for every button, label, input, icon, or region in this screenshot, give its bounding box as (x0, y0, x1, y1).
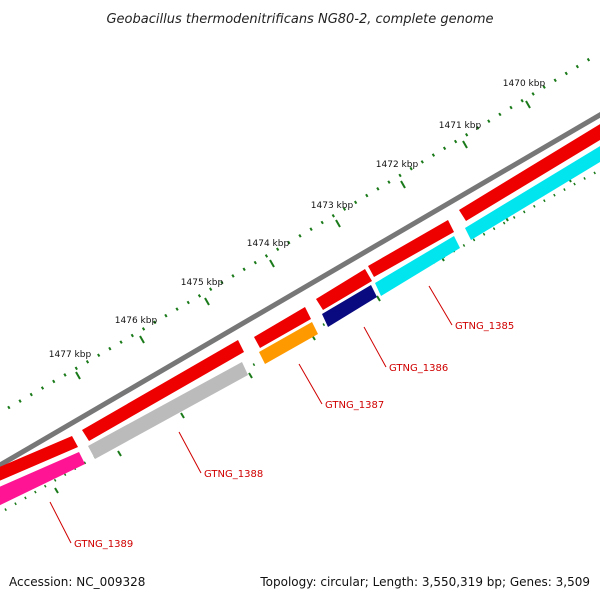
leader-gtng-1385 (428, 285, 453, 326)
kbp-label: 1476 kbp (115, 316, 158, 326)
genome-backbone (0, 112, 600, 468)
major-tick (75, 371, 81, 380)
gene-label-gtng-1388[interactable]: GTNG_1388 (204, 469, 263, 480)
cds-track (0, 118, 600, 485)
leader-gtng-1388 (178, 431, 202, 474)
ruler-ticks (7, 53, 597, 410)
gene-gtng-1386[interactable] (322, 285, 377, 327)
minor-ticks (7, 53, 597, 410)
genome-summary-text: Topology: circular; Length: 3,550,319 bp… (259, 575, 590, 589)
accession-text: Accession: NC_009328 (9, 575, 145, 589)
kbp-label: 1471 kbp (439, 121, 482, 131)
gene-label-gtng-1389[interactable]: GTNG_1389 (74, 539, 133, 550)
leader-gtng-1387 (298, 363, 323, 405)
gene-gtng-1389[interactable] (0, 452, 85, 510)
gene-gtng-1385[interactable] (375, 236, 460, 296)
inner-major-tick (54, 487, 59, 494)
kbp-label: 1470 kbp (503, 79, 546, 89)
gene-label-gtng-1387[interactable]: GTNG_1387 (325, 400, 384, 411)
leader-gtng-1389 (49, 501, 72, 544)
inner-major-tick (117, 450, 122, 457)
kbp-labels: 1470 kbp 1471 kbp 1472 kbp 1473 kbp 1474… (49, 79, 546, 360)
gene-label-gtng-1385[interactable]: GTNG_1385 (455, 321, 514, 332)
cds-feature[interactable] (368, 220, 454, 277)
major-tick (400, 180, 406, 189)
inner-major-tick (376, 295, 381, 302)
kbp-label: 1472 kbp (376, 160, 419, 170)
major-tick (204, 297, 210, 306)
gene-gtng-1388[interactable] (88, 362, 248, 459)
leader-gtng-1386 (363, 326, 387, 368)
gene-label-gtng-1386[interactable]: GTNG_1386 (389, 363, 448, 374)
major-tick (462, 140, 468, 149)
kbp-label: 1477 kbp (49, 350, 92, 360)
major-tick (335, 219, 341, 228)
inner-major-tick (180, 412, 185, 419)
major-tick (525, 100, 531, 109)
kbp-label: 1474 kbp (247, 239, 290, 249)
cds-feature[interactable] (82, 340, 244, 441)
map-title: Geobacillus thermodenitrificans NG80-2, … (106, 12, 493, 27)
cds-feature[interactable] (459, 118, 600, 221)
inner-major-tick (248, 372, 253, 379)
major-tick (139, 335, 145, 344)
gene-leaders (49, 285, 453, 544)
gene-gtng-1387[interactable] (259, 322, 318, 364)
kbp-label: 1475 kbp (181, 278, 224, 288)
gene-feature-cyan[interactable] (465, 140, 600, 240)
gene-track (0, 140, 600, 510)
kbp-label: 1473 kbp (311, 201, 354, 211)
cds-feature[interactable] (316, 269, 372, 310)
major-tick (269, 259, 275, 268)
cds-feature[interactable] (0, 436, 78, 485)
gene-labels: GTNG_1385 GTNG_1386 GTNG_1387 GTNG_1388 … (74, 321, 514, 550)
cds-feature[interactable] (254, 307, 311, 348)
